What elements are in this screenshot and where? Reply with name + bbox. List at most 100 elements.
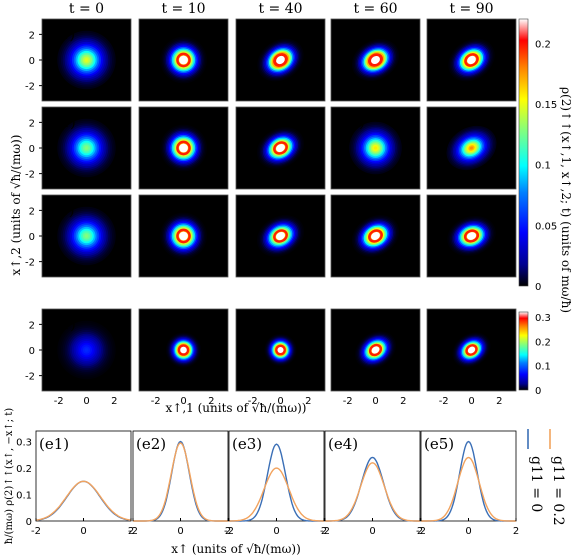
colorbar-tick-label: 0.2 [535, 337, 551, 348]
panel-label: (c5) [430, 201, 460, 219]
y-tick-label: 2 [29, 320, 35, 331]
panel-label: (b4) [334, 113, 365, 131]
x-tick-label: 2 [111, 396, 117, 407]
x-tick-label: 2 [305, 396, 311, 407]
x-tick-label: -2 [224, 526, 234, 537]
heatmap-panel: (d1) [41, 308, 132, 392]
line-panel-frame [132, 430, 229, 522]
column-title: t = 10 [161, 1, 205, 17]
ring-peak [465, 344, 478, 356]
colorbar-tick-label: 0.1 [535, 362, 551, 373]
panel-frame [426, 308, 517, 392]
ring-center [179, 55, 188, 65]
line-panel: (e3) [228, 430, 325, 522]
panel-frame [138, 106, 229, 190]
y-tick-label: 0.3 [16, 438, 32, 449]
series-line [421, 456, 516, 522]
column-title: t = 0 [69, 1, 104, 17]
y-tick-label: 0 [29, 346, 35, 357]
line-panel: (e4) [324, 430, 421, 522]
heatmap-panel: (c4) [330, 194, 421, 278]
legend-label: g11 = 0.2 [550, 456, 566, 526]
x-tick-label: 2 [128, 526, 134, 537]
column-title: t = 40 [258, 1, 302, 17]
x-tick-label: 2 [400, 396, 406, 407]
x-tick-label: 0 [180, 396, 186, 407]
colorbar-tick-label: 0.2 [535, 39, 551, 50]
x-tick-label: 0 [372, 396, 378, 407]
ring-peak [463, 229, 480, 243]
heatmap-panel: (a4) [330, 18, 421, 102]
x-tick-label: -2 [128, 526, 138, 537]
y-tick-label: 0.2 [16, 464, 32, 475]
panel-frame [426, 194, 517, 278]
x-tick-label: 0 [177, 526, 183, 537]
density-contour [469, 146, 474, 150]
x-tick-label: 2 [417, 526, 423, 537]
ring-peak [275, 344, 286, 356]
ring-peak [368, 229, 383, 243]
panel-label: (d1) [45, 315, 76, 333]
heatmap-panel: (c3) [235, 194, 326, 278]
panel-label: (e1) [39, 435, 69, 453]
y-tick-label: -2 [25, 258, 35, 269]
panel-frame [330, 18, 421, 102]
ring-peak [273, 53, 288, 67]
density-contour [84, 234, 89, 238]
x-tick-label: -2 [343, 396, 353, 407]
x-tick-label: 0 [83, 396, 89, 407]
series-line [325, 462, 420, 522]
panel-frame [330, 194, 421, 278]
x-tick-label: -2 [439, 396, 449, 407]
line-ylabel: ħ/(mω) ρ(2)↑↑(x↑, −x↑; t) [4, 408, 15, 544]
ring-center [276, 55, 285, 65]
panel-label: (b2) [142, 113, 173, 131]
ring-peak [177, 344, 190, 356]
heatmap-panel: (b3) [235, 106, 326, 190]
heatmap-panel: (d2) [138, 308, 229, 392]
legend-label: g11 = 0 [528, 456, 544, 512]
colorbar-tick-label: 0.1 [535, 161, 551, 172]
ring-peak [176, 228, 191, 244]
panel-label: (b1) [45, 113, 76, 131]
ring-center [466, 232, 477, 240]
ring-center [277, 346, 284, 354]
line-panel: (e2) [132, 430, 229, 522]
panel-label: (e5) [424, 435, 454, 453]
heatmap-panel: (d4) [330, 308, 421, 392]
x-tick-label: 2 [225, 526, 231, 537]
panel-label: (e3) [232, 435, 262, 453]
heatmap-xlabel: x↑,1 (units of √ħ/(mω)) [166, 401, 307, 415]
ring-center [467, 346, 476, 354]
series-line [229, 467, 324, 522]
x-tick-label: -2 [54, 396, 64, 407]
ring-center [276, 232, 285, 240]
heatmap-panel: (c1) [41, 194, 132, 278]
panel-label: (a2) [142, 25, 172, 43]
panel-frame [330, 106, 421, 190]
column-title: t = 60 [353, 1, 397, 17]
x-tick-label: -2 [416, 526, 426, 537]
x-tick-label: 0 [277, 396, 283, 407]
x-tick-label: -2 [248, 396, 258, 407]
panel-frame [235, 194, 326, 278]
panel-label: (e2) [136, 435, 166, 453]
y-tick-label: 2 [29, 118, 35, 129]
panel-frame [138, 18, 229, 102]
heatmap-panel: (b1) [41, 106, 132, 190]
ring-center [179, 143, 188, 153]
ring-peak [176, 52, 191, 68]
panel-label: (b3) [239, 113, 270, 131]
ring-center [179, 231, 188, 241]
panel-label: (a1) [45, 25, 75, 43]
panel-label: (d4) [334, 315, 365, 333]
y-tick-label: 0 [26, 517, 32, 528]
line-panel: (e1) [35, 430, 132, 522]
panel-label: (a4) [334, 25, 364, 43]
colorbar-tick-label: 0.3 [535, 313, 551, 324]
x-tick-label: -2 [31, 526, 41, 537]
density-contour [84, 146, 89, 150]
ring-center [371, 56, 380, 64]
line-panel-frame [324, 430, 421, 522]
